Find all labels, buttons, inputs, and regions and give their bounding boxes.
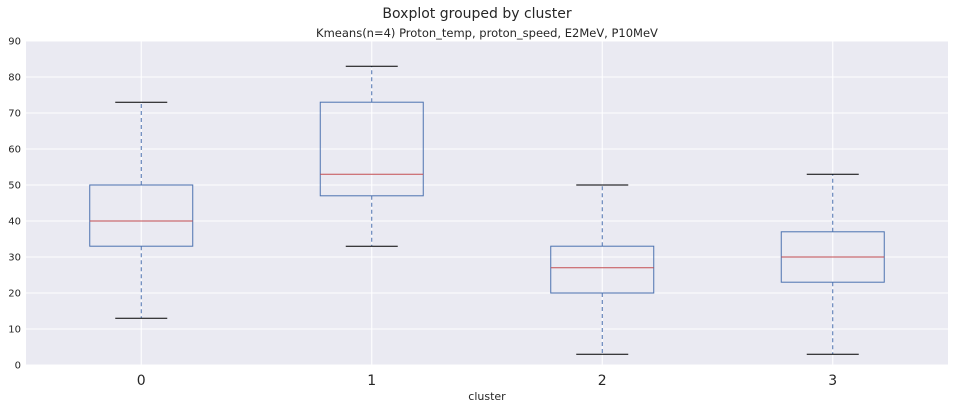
x-tick-label: 3 [828, 373, 837, 389]
x-axis-ticks: 0 1 2 3 [137, 373, 837, 389]
box-group [89, 101, 194, 319]
box-iqr [89, 184, 194, 247]
y-tick-label: 30 [8, 253, 21, 264]
y-tick-label: 50 [8, 181, 21, 192]
chart-title: Kmeans(n=4) Proton_temp, proton_speed, E… [316, 26, 658, 40]
box-group [319, 65, 424, 247]
box-iqr [550, 245, 655, 294]
box-iqr [319, 101, 424, 197]
plot-area [26, 41, 948, 365]
y-tick-label: 90 [8, 37, 21, 48]
chart-suptitle: Boxplot grouped by cluster [382, 6, 571, 22]
boxes [89, 65, 885, 355]
x-axis-label: cluster [468, 390, 506, 403]
x-tick-label: 1 [367, 373, 376, 389]
y-tick-label: 0 [15, 361, 21, 372]
x-tick-label: 2 [598, 373, 607, 389]
y-tick-label: 40 [8, 217, 21, 228]
box-group [780, 173, 885, 355]
y-tick-label: 70 [8, 109, 21, 120]
y-tick-label: 20 [8, 289, 21, 300]
y-tick-label: 80 [8, 73, 21, 84]
y-tick-label: 60 [8, 145, 21, 156]
x-tick-label: 0 [137, 373, 146, 389]
y-tick-label: 10 [8, 325, 21, 336]
box-group [550, 184, 655, 355]
y-axis-ticks: 0 10 20 30 40 50 60 70 80 90 [8, 37, 21, 372]
